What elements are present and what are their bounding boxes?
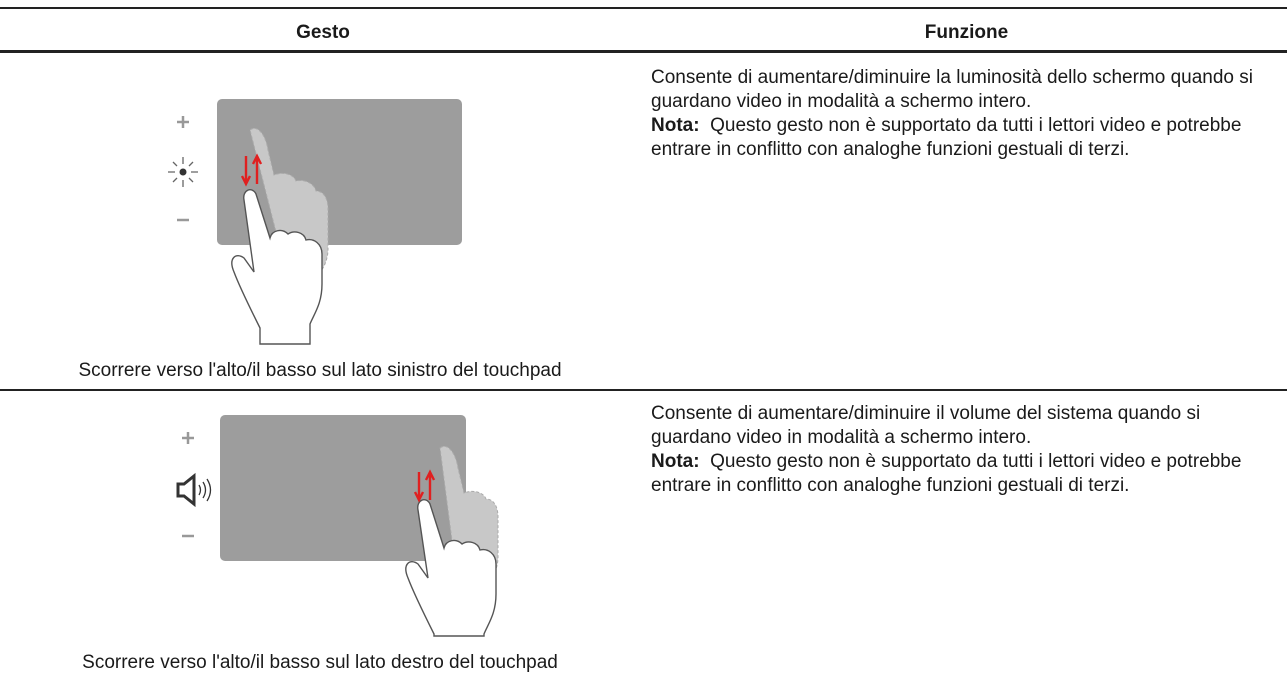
note-text: Questo gesto non è supportato da tutti i…: [651, 115, 1242, 160]
function-text: Consente di aumentare/diminuire il volum…: [651, 403, 1201, 448]
top-rule: [0, 7, 1287, 9]
gesture-illustration-2: [176, 415, 499, 637]
note-label: Nota:: [651, 451, 700, 472]
header-cell: Gesto: [296, 22, 350, 43]
function-cell: Consente di aumentare/diminuire la lumin…: [651, 66, 1261, 162]
note: Nota: Questo gesto non è supportato da t…: [651, 450, 1261, 498]
row-rule: [0, 389, 1287, 391]
header-rule: [0, 50, 1287, 53]
function-cell: Consente di aumentare/diminuire il volum…: [651, 402, 1261, 498]
note: Nota: Questo gesto non è supportato da t…: [651, 114, 1261, 162]
gesture-caption: Scorrere verso l'alto/il basso sul lato …: [78, 360, 562, 381]
gesture-illustration-1: [168, 99, 462, 345]
note-label: Nota:: [651, 115, 700, 136]
header-cell: Funzione: [924, 22, 1009, 43]
function-text: Consente di aumentare/diminuire la lumin…: [651, 67, 1253, 112]
note-text: Questo gesto non è supportato da tutti i…: [651, 451, 1242, 496]
gesture-caption: Scorrere verso l'alto/il basso sul lato …: [82, 652, 558, 673]
